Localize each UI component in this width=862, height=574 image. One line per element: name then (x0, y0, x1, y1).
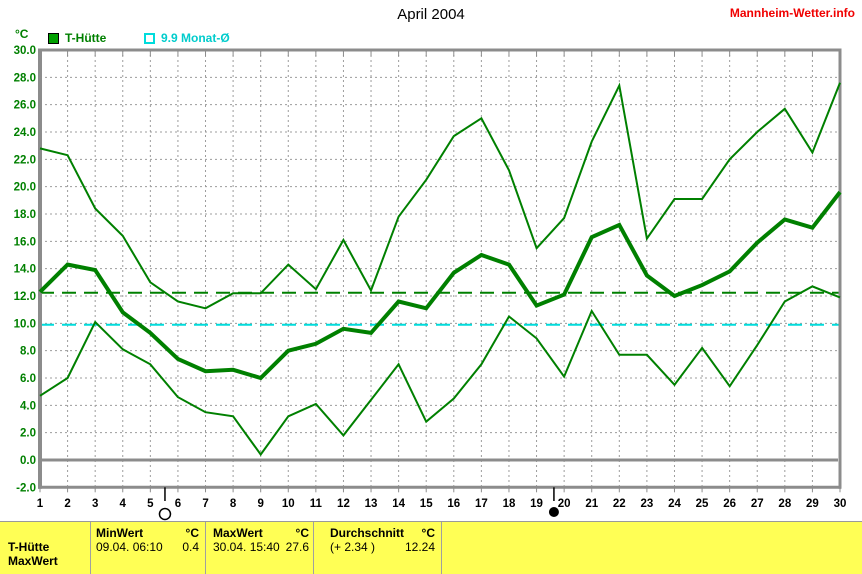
row-label-t-huette: T-Hütte (8, 540, 50, 554)
svg-text:28.0: 28.0 (14, 72, 36, 84)
gridlines (40, 50, 840, 488)
svg-text:28: 28 (778, 498, 791, 510)
col-value-minwert: 09.04. 06:10 0.4 (96, 540, 199, 554)
table-divider (205, 522, 206, 574)
svg-text:4: 4 (120, 498, 127, 510)
y-axis-unit: °C (15, 27, 29, 41)
col-value-maxwert: 30.04. 15:40 27.6 (213, 540, 309, 554)
svg-text:22: 22 (613, 498, 626, 510)
table-divider (313, 522, 314, 574)
col-header-durchschnitt: Durchschnitt °C (330, 526, 435, 540)
stats-table: T-Hütte MaxWert MinWert °C 09.04. 06:10 … (0, 521, 862, 574)
svg-text:14: 14 (392, 498, 405, 510)
legend-item-monat-avg: 9.9 Monat-Ø (144, 31, 230, 45)
svg-text:17: 17 (475, 498, 488, 510)
svg-text:2: 2 (64, 498, 70, 510)
svg-text:10: 10 (282, 498, 295, 510)
axis-ticks (39, 50, 841, 493)
svg-text:9: 9 (257, 498, 263, 510)
svg-text:16.0: 16.0 (14, 236, 36, 248)
cyan-square-icon (144, 32, 155, 44)
temperature-series (38, 82, 842, 457)
svg-text:10.0: 10.0 (14, 318, 36, 330)
reference-lines (40, 291, 840, 326)
legend-label: T-Hütte (65, 31, 107, 45)
svg-text:27: 27 (751, 498, 764, 510)
svg-text:0.0: 0.0 (20, 455, 36, 467)
row-label-maxwert: MaxWert (8, 554, 58, 568)
table-divider (90, 522, 91, 574)
legend-item-t-huette: T-Hütte (48, 31, 106, 45)
svg-text:2.0: 2.0 (20, 428, 36, 440)
svg-text:26: 26 (723, 498, 736, 510)
series-line-2 (39, 285, 841, 457)
svg-text:3: 3 (92, 498, 98, 510)
svg-text:7: 7 (202, 498, 208, 510)
series-line-1 (38, 190, 842, 381)
svg-text:24.0: 24.0 (14, 127, 36, 139)
svg-text:6.0: 6.0 (20, 373, 36, 385)
axes (38, 48, 842, 489)
svg-text:18.0: 18.0 (14, 209, 36, 221)
moon-markers (158, 487, 559, 521)
svg-text:20.0: 20.0 (14, 182, 36, 194)
table-divider (441, 522, 442, 574)
svg-text:13: 13 (365, 498, 378, 510)
series-line-0 (39, 82, 841, 310)
full-moon-icon (158, 507, 172, 521)
svg-text:14.0: 14.0 (14, 264, 36, 276)
svg-text:26.0: 26.0 (14, 100, 36, 112)
site-link[interactable]: Mannheim-Wetter.info (729, 6, 855, 20)
svg-text:24: 24 (668, 498, 681, 510)
y-axis-labels: 30.0 28.0 26.0 24.0 22.0 20.0 18.0 16.0 14.0 12.0… (14, 45, 36, 494)
svg-text:12: 12 (337, 498, 350, 510)
svg-text:12.0: 12.0 (14, 291, 36, 303)
svg-text:5: 5 (147, 498, 154, 510)
svg-text:20: 20 (558, 498, 571, 510)
x-axis-labels: 1 2 3 4 5 6 7 8 9 10 11 12 13 14 15 16 17 18 19 20 21 22 23 24 2… (37, 498, 847, 510)
svg-text:16: 16 (447, 498, 460, 510)
svg-text:22.0: 22.0 (14, 154, 36, 166)
col-value-durchschnitt: (+ 2.34 ) 12.24 (330, 540, 435, 554)
col-header-maxwert: MaxWert °C (213, 526, 309, 540)
svg-text:21: 21 (585, 498, 598, 510)
svg-text:11: 11 (310, 498, 323, 510)
svg-text:29: 29 (806, 498, 819, 510)
svg-text:18: 18 (503, 498, 516, 510)
svg-text:30: 30 (834, 498, 847, 510)
svg-text:6: 6 (175, 498, 181, 510)
svg-text:19: 19 (530, 498, 543, 510)
col-header-minwert: MinWert °C (96, 526, 199, 540)
svg-text:30.0: 30.0 (14, 45, 36, 57)
green-square-icon (48, 32, 59, 44)
svg-text:23: 23 (640, 498, 653, 510)
new-moon-icon (548, 507, 559, 517)
svg-text:25: 25 (696, 498, 709, 510)
svg-text:1: 1 (37, 498, 44, 510)
svg-text:15: 15 (420, 498, 433, 510)
legend-label: 9.9 Monat-Ø (161, 31, 230, 45)
svg-text:8: 8 (230, 498, 237, 510)
svg-text:8.0: 8.0 (20, 346, 36, 358)
svg-text:4.0: 4.0 (20, 400, 36, 412)
temperature-chart: 30.028.026.024.022.020.018.016.014.012.0… (14, 45, 847, 521)
svg-text:-2.0: -2.0 (16, 482, 36, 494)
page-title: April 2004 (397, 6, 465, 23)
